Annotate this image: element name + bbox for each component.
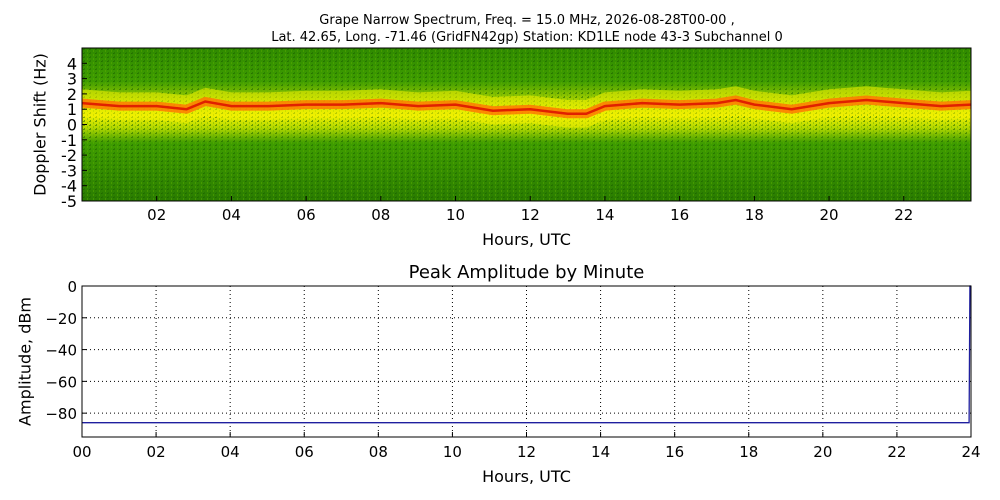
spectrum-y-tick-label: 2 [67, 85, 77, 104]
amplitude-y-tick-label: −80 [45, 405, 77, 423]
spectrum-y-tick-label: 1 [67, 100, 77, 119]
amplitude-x-tick-label: 06 [295, 443, 314, 461]
amplitude-title: Peak Amplitude by Minute [408, 262, 645, 283]
spectrum-y-axis-label: Doppler Shift (Hz) [30, 53, 50, 196]
amplitude-x-axis-label: Hours, UTC [482, 467, 571, 486]
spectrum-x-tick-label: 20 [820, 206, 839, 224]
doppler-yellow-band [82, 86, 971, 128]
amplitude-x-tick-label: 12 [517, 443, 536, 461]
doppler-orange-trace [82, 95, 971, 119]
spectrum-x-tick-label: 22 [894, 206, 913, 224]
doppler-peak-trace [82, 98, 971, 116]
amplitude-x-tick-label: 18 [739, 443, 758, 461]
spectrum-y-tick-label: -2 [61, 146, 77, 165]
spectrum-y-tick-label: 0 [67, 116, 77, 135]
spectrum-x-tick-label: 02 [147, 206, 166, 224]
amplitude-x-tick-label: 08 [369, 443, 388, 461]
spectrum-y-tick-label: -5 [61, 192, 77, 211]
spectrum-y-tick-label: -1 [61, 131, 77, 150]
spectrum-y-tick-label: 4 [67, 54, 77, 73]
amplitude-x-tick-label: 14 [591, 443, 610, 461]
spectrum-x-tick-label: 08 [371, 206, 390, 224]
spectrogram-noise [82, 48, 971, 201]
spectrum-x-tick-label: 18 [745, 206, 764, 224]
amplitude-y-tick-label: −60 [45, 373, 77, 391]
amplitude-x-tick-label: 02 [147, 443, 166, 461]
spectrum-x-axis-label: Hours, UTC [482, 230, 571, 249]
amplitude-series-line [82, 285, 971, 424]
spectrum-subtitle: Lat. 42.65, Long. -71.46 (GridFN42gp) St… [271, 30, 783, 45]
spectrum-x-tick-label: 14 [595, 206, 614, 224]
amplitude-y-tick-label: 0 [67, 278, 77, 296]
amplitude-x-tick-label: 20 [813, 443, 832, 461]
amplitude-x-tick-label: 16 [665, 443, 684, 461]
spectrum-y-tick-label: -3 [61, 161, 77, 180]
spectrum-x-tick-label: 12 [521, 206, 540, 224]
spectrogram-background [82, 48, 971, 201]
spectrum-title: Grape Narrow Spectrum, Freq. = 15.0 MHz,… [319, 13, 735, 28]
spectrum-y-tick-label: -4 [61, 177, 77, 196]
spectrum-x-tick-label: 16 [670, 206, 689, 224]
amplitude-y-tick-label: −20 [45, 310, 77, 328]
amplitude-x-tick-label: 04 [221, 443, 240, 461]
amplitude-y-axis-label: Amplitude, dBm [15, 297, 35, 426]
spectrum-x-tick-label: 04 [222, 206, 241, 224]
spectrum-x-tick-label: 10 [446, 206, 465, 224]
amplitude-x-tick-label: 24 [961, 443, 980, 461]
spectrum-x-tick-label: 06 [297, 206, 316, 224]
amplitude-y-tick-label: −40 [45, 342, 77, 360]
amplitude-x-tick-label: 00 [72, 443, 91, 461]
amplitude-x-tick-label: 10 [443, 443, 462, 461]
spectrum-y-tick-label: 3 [67, 70, 77, 89]
amplitude-x-tick-label: 22 [887, 443, 906, 461]
